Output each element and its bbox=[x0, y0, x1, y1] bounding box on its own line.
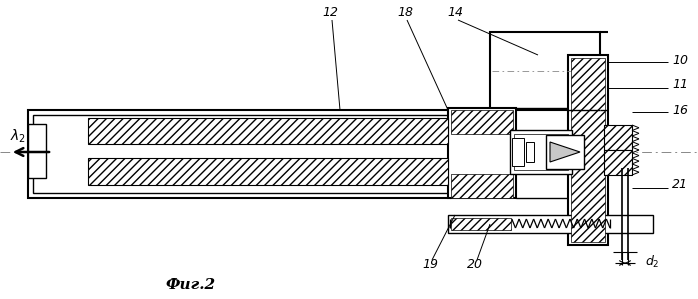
Bar bbox=[571, 58, 605, 242]
Bar bbox=[451, 218, 511, 230]
Text: 16: 16 bbox=[672, 103, 688, 117]
Text: 18: 18 bbox=[397, 5, 413, 19]
Text: Фиг.2: Фиг.2 bbox=[165, 278, 215, 292]
Bar bbox=[526, 142, 534, 162]
Text: 10: 10 bbox=[672, 54, 688, 66]
Bar bbox=[448, 215, 653, 233]
Bar bbox=[490, 32, 600, 110]
Text: $\lambda_2$: $\lambda_2$ bbox=[10, 127, 26, 145]
Bar bbox=[88, 158, 448, 185]
Bar bbox=[33, 115, 450, 193]
Text: 19: 19 bbox=[422, 259, 438, 271]
Text: $d_2$: $d_2$ bbox=[645, 254, 660, 270]
Text: 20: 20 bbox=[467, 259, 483, 271]
Text: 21: 21 bbox=[672, 179, 688, 191]
Text: 12: 12 bbox=[322, 5, 338, 19]
Text: 11: 11 bbox=[672, 79, 688, 91]
Bar bbox=[604, 125, 632, 150]
Bar bbox=[510, 130, 572, 174]
Bar bbox=[448, 108, 516, 198]
Polygon shape bbox=[550, 142, 580, 162]
Bar bbox=[28, 110, 450, 198]
Bar bbox=[88, 118, 448, 144]
Bar bbox=[451, 174, 513, 198]
Bar bbox=[604, 150, 632, 175]
Bar bbox=[451, 110, 513, 134]
Bar bbox=[546, 135, 584, 169]
Bar bbox=[512, 138, 524, 166]
Text: 14: 14 bbox=[447, 5, 463, 19]
Bar bbox=[514, 134, 568, 170]
Bar bbox=[28, 124, 46, 178]
Bar bbox=[568, 55, 608, 245]
